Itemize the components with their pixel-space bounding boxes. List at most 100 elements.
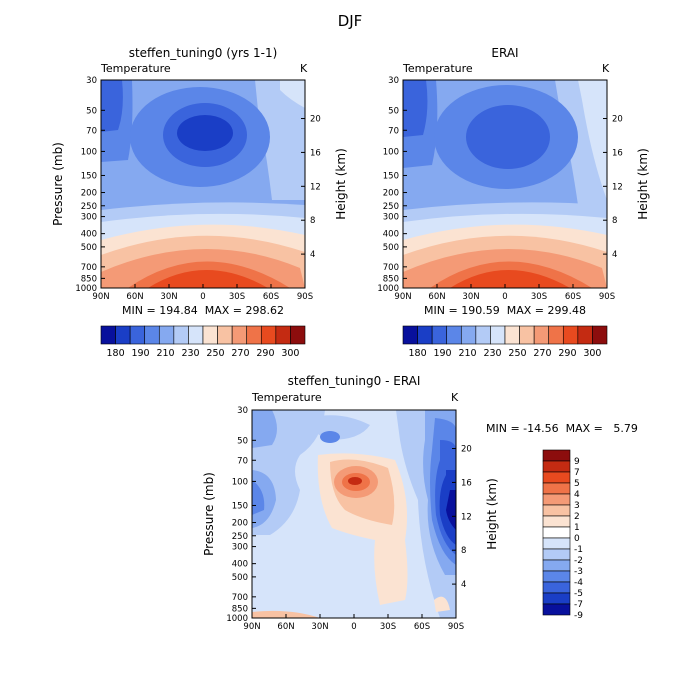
y-tick-label: 300	[232, 543, 248, 553]
colorbar-label: 300	[583, 348, 601, 359]
colorbar-cell	[548, 325, 564, 345]
colorbar-cell	[217, 325, 233, 345]
colorbar-cell	[144, 325, 160, 345]
y-tick-label: 1000	[226, 614, 248, 624]
y-tick-label: 50	[388, 106, 399, 116]
y-axis-label: Pressure (mb)	[202, 472, 216, 556]
y-right-tick-label: 16	[612, 148, 623, 158]
colorbar-cell	[542, 471, 571, 484]
colorbar-cell	[202, 325, 218, 345]
colorbar-label: 250	[508, 348, 526, 359]
panel-diff: steffen_tuning0 - ERAI Temperature K	[202, 374, 638, 632]
colorbar-label: 190	[433, 348, 451, 359]
colorbar-label: 300	[281, 348, 299, 359]
colorbar: 180 190 210 230 250 270 290 300	[402, 325, 608, 359]
colorbar-label: 0	[574, 534, 580, 544]
colorbar-label: 210	[156, 348, 174, 359]
y-tick-label: 150	[81, 171, 97, 181]
x-tick-label: 30N	[160, 292, 177, 302]
colorbar-cell	[290, 325, 306, 345]
y-tick-label: 700	[232, 593, 248, 603]
panel-variable: Temperature	[402, 62, 473, 75]
colorbar-label: 230	[483, 348, 501, 359]
colorbar-cell	[173, 325, 189, 345]
panel-variable: Temperature	[100, 62, 171, 75]
y-tick-label: 700	[383, 263, 399, 273]
x-tick-label: 90N	[92, 292, 109, 302]
colorbar-cell	[431, 325, 448, 345]
y-tick-label: 500	[81, 243, 97, 253]
x-tick-label: 30S	[531, 292, 547, 302]
colorbar-label: 190	[131, 348, 149, 359]
colorbar-cell	[246, 325, 262, 345]
y-right-tick-label: 16	[310, 148, 321, 158]
contour-field	[101, 80, 305, 288]
y-right-tick-label: 12	[310, 182, 321, 192]
y-tick-label: 30	[388, 76, 399, 86]
colorbar-cell	[542, 559, 571, 572]
colorbar-cell	[260, 325, 277, 345]
colorbar-cell	[542, 548, 571, 561]
colorbar-cell	[460, 325, 477, 345]
colorbar-cell	[100, 325, 116, 345]
colorbar-cell	[231, 325, 248, 345]
y-tick-label: 200	[232, 519, 248, 529]
y-tick-label: 250	[383, 202, 399, 212]
colorbar-cell	[542, 515, 571, 528]
x-tick-label: 90S	[599, 292, 615, 302]
colorbar-label: -9	[574, 611, 583, 621]
colorbar-cell	[519, 325, 535, 345]
y-tick-label: 30	[237, 406, 248, 416]
panel-title: steffen_tuning0 (yrs 1-1)	[129, 46, 278, 60]
x-tick-label: 90N	[394, 292, 411, 302]
x-tick-label: 60N	[277, 622, 294, 632]
y-tick-label: 400	[232, 560, 248, 570]
colorbar-cell	[417, 325, 433, 345]
panel-model: steffen_tuning0 (yrs 1-1) Temperature K …	[51, 46, 348, 359]
colorbar-cell	[158, 325, 175, 345]
y-right-tick-label: 12	[461, 512, 472, 522]
colorbar-label: 7	[574, 468, 580, 478]
y-tick-label: 400	[383, 230, 399, 240]
colorbar-label: 4	[574, 490, 580, 500]
y-right-tick-label: 20	[461, 445, 472, 455]
stats-text: MIN = 190.59 MAX = 299.48	[424, 304, 586, 317]
colorbar-label: 2	[574, 512, 580, 522]
panel-obs: ERAI Temperature K 305070100150200250300…	[377, 46, 650, 359]
contour-field	[252, 410, 456, 618]
colorbar-cell	[490, 325, 506, 345]
colorbar-cell	[542, 592, 571, 605]
colorbar-cell	[542, 537, 571, 550]
y-tick-label: 150	[232, 501, 248, 511]
x-tick-label: 30S	[380, 622, 396, 632]
y-tick-label: 400	[81, 230, 97, 240]
colorbar-cell	[504, 325, 520, 345]
figure-title: DJF	[338, 12, 363, 30]
y-tick-label: 50	[86, 106, 97, 116]
x-tick-label: 60S	[414, 622, 430, 632]
x-tick-label: 60S	[263, 292, 279, 302]
colorbar-cell	[275, 325, 291, 345]
colorbar-cell	[542, 570, 571, 583]
colorbar-label: 5	[574, 479, 580, 489]
y-tick-label: 70	[86, 126, 97, 136]
colorbar: 180 190 210 230 250 270 290 300	[100, 325, 306, 359]
colorbar-cell	[542, 460, 571, 473]
y-right-tick-label: 8	[612, 216, 617, 226]
y-right-tick-label: 4	[461, 580, 466, 590]
y-tick-label: 850	[383, 274, 399, 284]
y-tick-label: 200	[81, 189, 97, 199]
colorbar-label: 230	[181, 348, 199, 359]
y-right-tick-label: 16	[461, 478, 472, 488]
stats-text: MIN = 194.84 MAX = 298.62	[122, 304, 284, 317]
y-right-tick-label: 20	[612, 115, 623, 125]
y-right-tick-label: 4	[612, 250, 617, 260]
colorbar-label: 180	[107, 348, 125, 359]
x-tick-label: 30S	[229, 292, 245, 302]
y-tick-label: 250	[232, 532, 248, 542]
x-tick-label: 90S	[297, 292, 313, 302]
y-tick-label: 100	[383, 147, 399, 157]
